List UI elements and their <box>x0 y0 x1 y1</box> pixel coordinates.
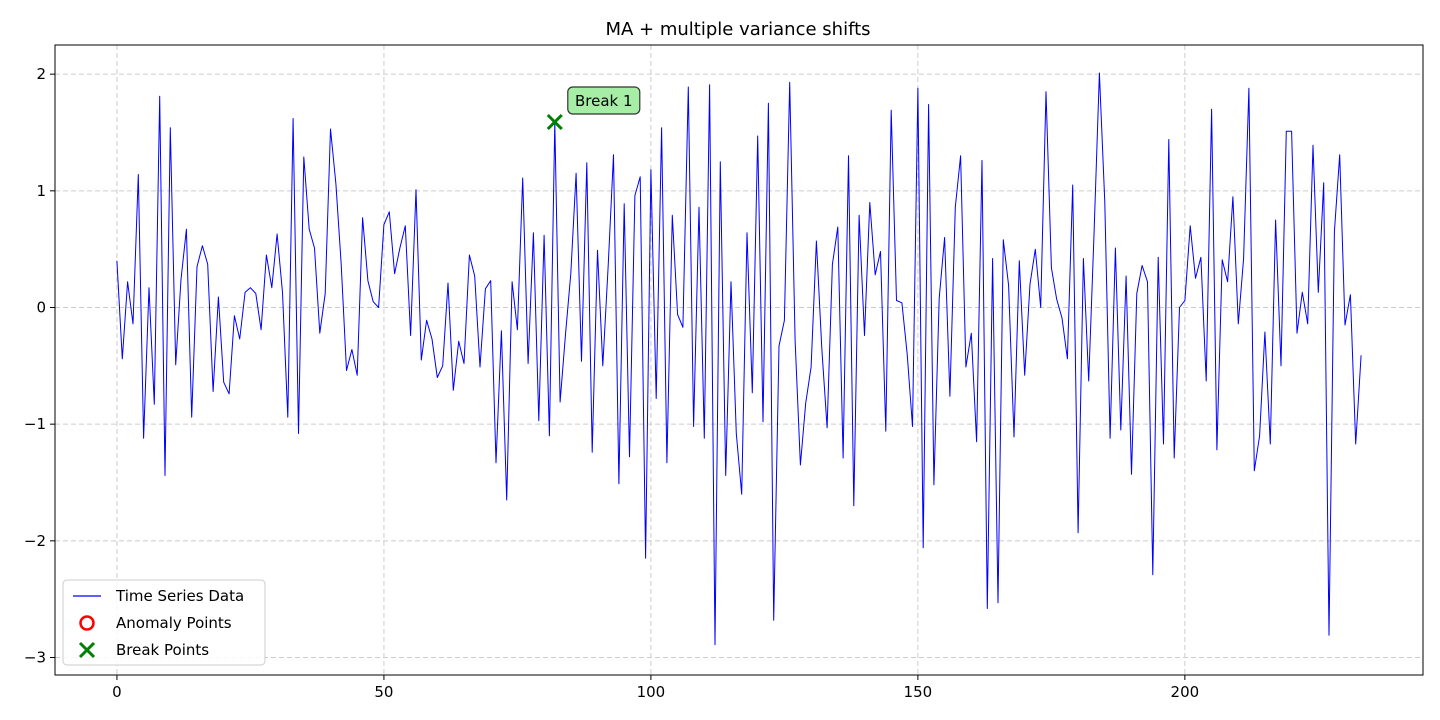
plot-area-frame <box>54 44 1424 676</box>
axis-ticks: 0 50 100 150 200 −3 −2 −1 0 1 2 <box>24 65 1199 701</box>
y-tick-label: 2 <box>36 65 46 83</box>
break-point-annotation: Break 1 <box>567 86 641 115</box>
marker-layer: Break 1 <box>546 86 641 131</box>
legend-label: Time Series Data <box>115 587 244 605</box>
legend-label: Break Points <box>116 641 209 659</box>
y-tick-label: 0 <box>36 299 46 317</box>
legend-label: Anomaly Points <box>116 614 232 632</box>
y-tick-label: −2 <box>24 532 46 550</box>
x-tick-label: 200 <box>1171 683 1200 701</box>
x-tick-label: 100 <box>637 683 666 701</box>
legend-circle-swatch <box>79 615 95 631</box>
x-tick-label: 50 <box>374 683 393 701</box>
legend-box <box>62 579 266 666</box>
chart-title: MA + multiple variance shifts <box>605 19 870 40</box>
y-tick-label: −3 <box>24 649 46 667</box>
grid <box>55 45 1423 675</box>
series-line-time-series-data <box>116 72 1362 646</box>
legend-item: Anomaly Points <box>79 614 232 632</box>
legend-x-swatch <box>78 641 96 659</box>
annotation-label: Break 1 <box>575 92 633 110</box>
annotation-box <box>567 86 641 115</box>
legend-item: Time Series Data <box>73 587 244 605</box>
series-layer <box>116 72 1362 646</box>
x-tick-label: 150 <box>904 683 933 701</box>
legend: Time Series Data Anomaly Points Break Poin… <box>62 579 266 666</box>
break-point-marker <box>546 113 563 131</box>
y-tick-label: −1 <box>24 415 46 433</box>
x-tick-label: 0 <box>112 683 122 701</box>
y-tick-label: 1 <box>36 182 46 200</box>
legend-item: Break Points <box>78 641 209 659</box>
